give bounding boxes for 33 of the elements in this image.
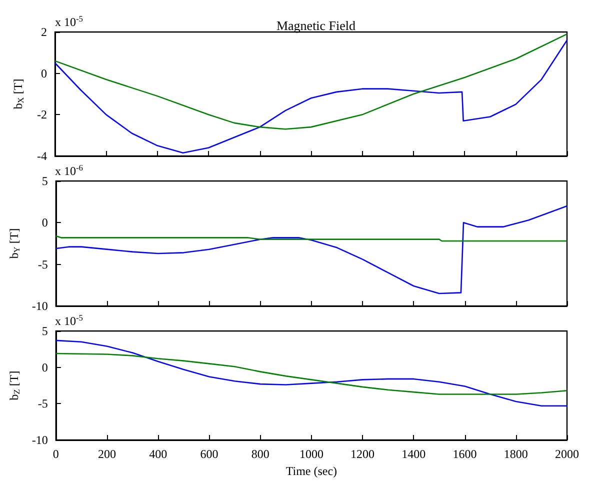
y-tick-label: -4 — [37, 149, 47, 163]
y-tick-label: 5 — [42, 324, 48, 338]
y-axis-title: bZ [T] — [7, 370, 22, 400]
line-series — [55, 352, 568, 395]
y-axis-title: bX [T] — [11, 78, 26, 110]
y-tick-label: 5 — [42, 174, 48, 188]
x-tick-label: 1800 — [504, 447, 528, 461]
line-series — [54, 40, 568, 154]
y-tick-label: -5 — [38, 396, 48, 411]
y-tick-label: 0 — [42, 360, 48, 374]
line-series — [55, 340, 568, 406]
chart-title: Magnetic Field — [276, 18, 356, 33]
x-tick-label: 1000 — [299, 447, 324, 461]
x-tick-label: 600 — [200, 447, 218, 461]
y-tick-label: -10 — [32, 433, 48, 447]
x-tick-label: 200 — [98, 447, 116, 461]
x-tick-label: 800 — [251, 447, 270, 461]
x-tick-label: 1200 — [350, 447, 375, 461]
x-tick-label: 400 — [149, 447, 168, 461]
y-tick-label: -2 — [37, 108, 47, 122]
x-tick-label: 0 — [52, 447, 59, 461]
x-tick-label: 1400 — [402, 447, 426, 461]
y-axis-title: bY [T] — [7, 228, 22, 259]
y-tick-label: -5 — [38, 257, 48, 272]
y-tick-label: 2 — [41, 25, 47, 39]
x-tick-label: 2000 — [555, 447, 579, 461]
x-tick-label: 1600 — [452, 447, 477, 461]
x-axis-title: Time (sec) — [286, 464, 338, 478]
y-tick-label: -10 — [32, 299, 48, 313]
line-series — [54, 33, 568, 130]
y-tick-label: 0 — [42, 216, 48, 230]
line-series — [55, 205, 568, 294]
y-tick-label: 0 — [41, 66, 47, 80]
